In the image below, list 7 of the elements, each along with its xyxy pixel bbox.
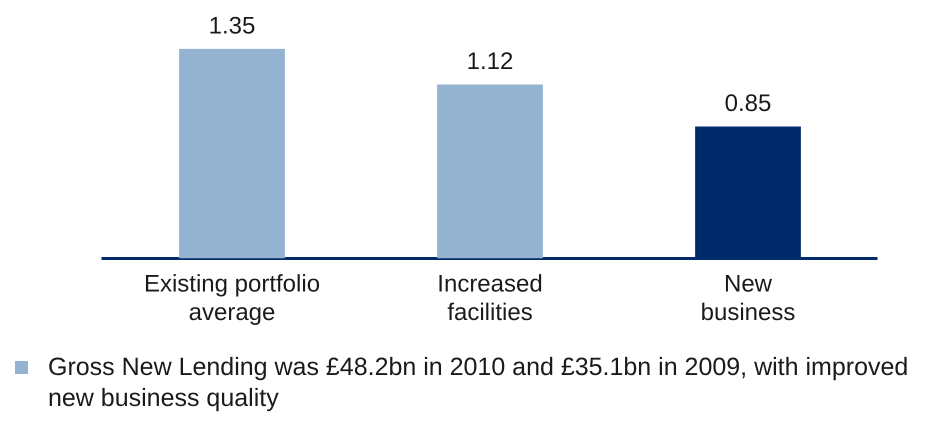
- data-label: 0.85: [724, 90, 772, 118]
- x-tick-label: New business: [700, 270, 796, 326]
- x-tick-label: Existing portfolio average: [144, 270, 320, 326]
- data-label: 1.12: [466, 48, 514, 76]
- text: Gross New Lending was £48.2bn in 2010 and £35.1bn in 2009, with improved new business quality: [48, 353, 908, 412]
- data-label: 1.35: [208, 12, 256, 40]
- x-tick-label: Increased facilities: [437, 270, 543, 326]
